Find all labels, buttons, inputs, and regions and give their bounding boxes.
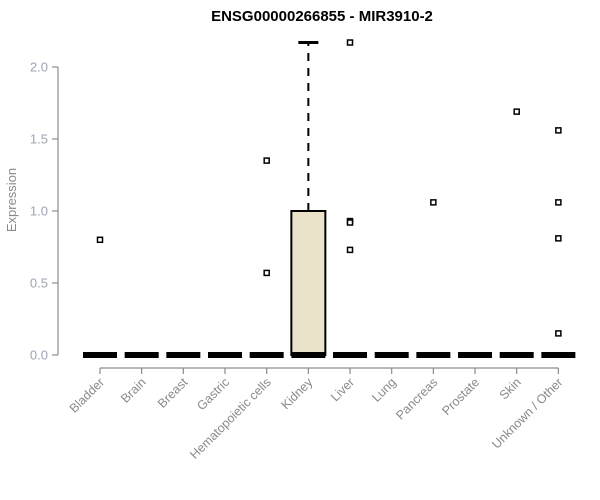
boxplot-gastric xyxy=(208,352,243,358)
outlier-point xyxy=(555,235,562,242)
median-bar xyxy=(166,352,201,358)
median-bar xyxy=(291,352,326,358)
chart-title: ENSG00000266855 - MIR3910-2 xyxy=(211,8,433,25)
y-tick-label: 2.0 xyxy=(30,60,48,75)
x-tick-label-lung: Lung xyxy=(369,375,399,405)
outlier-point xyxy=(555,330,562,337)
y-tick-label: 0.5 xyxy=(30,276,48,291)
outlier-point xyxy=(555,127,562,134)
boxplot-lung xyxy=(374,352,409,358)
outlier-point xyxy=(263,157,270,164)
x-tick-label-pancreas: Pancreas xyxy=(393,375,440,422)
median-bar xyxy=(83,352,117,358)
outlier-point xyxy=(96,236,104,244)
box-rect xyxy=(290,210,327,356)
outlier-point xyxy=(513,108,520,115)
y-tick-label: 0.0 xyxy=(30,348,48,363)
boxplot-unknown-other xyxy=(541,127,576,358)
outlier-point xyxy=(263,269,270,277)
outlier-point xyxy=(346,246,354,254)
median-bar xyxy=(333,352,368,358)
x-tick-label-gastric: Gastric xyxy=(194,375,232,413)
median-bar xyxy=(499,352,534,358)
boxplot-prostate xyxy=(458,352,493,358)
y-tick-label: 1.5 xyxy=(30,132,48,147)
y-axis-label: Expression xyxy=(4,168,19,232)
x-tick-label-prostate: Prostate xyxy=(439,375,482,418)
x-tick-label-hematopoietic-cells: Hematopoietic cells xyxy=(187,375,274,462)
median-bar xyxy=(249,352,284,358)
x-tick-label-skin: Skin xyxy=(497,375,524,402)
outlier-point xyxy=(430,199,437,206)
boxplot-liver xyxy=(333,39,368,358)
median-bar xyxy=(374,352,409,358)
boxplot-brain xyxy=(124,352,159,358)
x-tick-label-brain: Brain xyxy=(118,375,149,406)
median-bar xyxy=(541,352,576,358)
plot-area: 0.0 0.5 1.0 1.5 2.0 Bladder Brain Breast Gastric… xyxy=(30,39,576,462)
x-tick-label-liver: Liver xyxy=(328,375,357,404)
boxplot-hematopoietic-cells xyxy=(249,157,284,358)
y-tick-label: 1.0 xyxy=(30,204,48,219)
boxplot-bladder xyxy=(83,236,117,358)
median-bar xyxy=(416,352,451,358)
median-bar xyxy=(208,352,243,358)
boxplot-pancreas xyxy=(416,199,451,358)
median-bar xyxy=(124,352,159,358)
x-tick-label-breast: Breast xyxy=(155,375,191,411)
outlier-point xyxy=(555,199,562,206)
median-bar xyxy=(458,352,493,358)
boxplot-kidney xyxy=(290,41,327,358)
boxplot-skin xyxy=(499,108,534,358)
x-tick-label-bladder: Bladder xyxy=(67,375,107,415)
x-tick-label-kidney: Kidney xyxy=(279,375,316,412)
boxplot-breast xyxy=(166,352,201,358)
x-tick-label-unknown-other: Unknown / Other xyxy=(489,375,565,451)
outlier-point xyxy=(346,39,354,46)
outlier-point xyxy=(346,219,354,226)
